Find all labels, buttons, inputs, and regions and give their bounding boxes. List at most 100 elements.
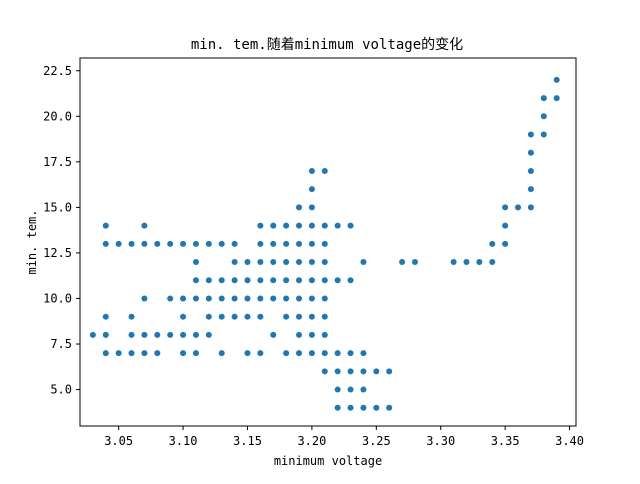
- data-point: [334, 277, 341, 284]
- data-point: [257, 313, 264, 320]
- data-point: [270, 295, 277, 302]
- data-point: [141, 295, 148, 302]
- data-point: [553, 95, 560, 102]
- data-point: [334, 368, 341, 375]
- data-point: [192, 331, 199, 338]
- data-point: [540, 113, 547, 120]
- data-point: [334, 222, 341, 229]
- data-point: [386, 368, 393, 375]
- data-point: [308, 295, 315, 302]
- data-point: [218, 277, 225, 284]
- data-point: [321, 368, 328, 375]
- data-point: [321, 167, 328, 174]
- x-tick-label: 3.25: [362, 434, 391, 448]
- data-point: [321, 240, 328, 247]
- data-point: [283, 277, 290, 284]
- data-point: [527, 131, 534, 138]
- y-tick-label: 5.0: [50, 383, 72, 397]
- data-point: [257, 259, 264, 266]
- data-point: [231, 240, 238, 247]
- data-point: [321, 350, 328, 357]
- x-tick-label: 3.20: [297, 434, 326, 448]
- data-point: [192, 277, 199, 284]
- data-point: [360, 368, 367, 375]
- data-point: [283, 350, 290, 357]
- data-point: [360, 350, 367, 357]
- data-point: [321, 295, 328, 302]
- data-point: [244, 295, 251, 302]
- data-point: [527, 167, 534, 174]
- data-point: [231, 277, 238, 284]
- data-point: [360, 386, 367, 393]
- data-point: [141, 331, 148, 338]
- data-point: [167, 240, 174, 247]
- data-point: [527, 204, 534, 211]
- data-point: [180, 240, 187, 247]
- data-point: [270, 331, 277, 338]
- data-point: [347, 386, 354, 393]
- data-point: [102, 313, 109, 320]
- data-point: [154, 331, 161, 338]
- data-point: [154, 350, 161, 357]
- data-point: [167, 331, 174, 338]
- data-point: [321, 331, 328, 338]
- y-tick-label: 17.5: [43, 155, 72, 169]
- chart-title: min. tem.随着minimum voltage的变化: [191, 37, 463, 53]
- data-point: [115, 240, 122, 247]
- data-point: [231, 295, 238, 302]
- data-point: [244, 259, 251, 266]
- x-tick-label: 3.35: [491, 434, 520, 448]
- data-point: [89, 331, 96, 338]
- data-point: [308, 259, 315, 266]
- data-point: [334, 350, 341, 357]
- data-point: [502, 240, 509, 247]
- data-point: [102, 240, 109, 247]
- data-point: [257, 295, 264, 302]
- x-tick-label: 3.40: [555, 434, 584, 448]
- data-point: [308, 313, 315, 320]
- data-point: [192, 240, 199, 247]
- data-point: [308, 222, 315, 229]
- x-tick-label: 3.15: [233, 434, 262, 448]
- data-point: [257, 240, 264, 247]
- data-point: [476, 259, 483, 266]
- data-point: [360, 259, 367, 266]
- points-layer: [89, 76, 560, 411]
- y-tick-label: 20.0: [43, 109, 72, 123]
- data-point: [502, 204, 509, 211]
- y-tick-label: 22.5: [43, 64, 72, 78]
- data-point: [205, 331, 212, 338]
- data-point: [128, 331, 135, 338]
- data-point: [450, 259, 457, 266]
- data-point: [218, 240, 225, 247]
- data-point: [489, 259, 496, 266]
- data-point: [373, 368, 380, 375]
- data-point: [296, 259, 303, 266]
- y-axis-label: min. tem.: [25, 209, 39, 274]
- data-point: [308, 186, 315, 193]
- data-point: [360, 404, 367, 411]
- data-point: [192, 295, 199, 302]
- data-point: [270, 277, 277, 284]
- data-point: [463, 259, 470, 266]
- data-point: [296, 240, 303, 247]
- data-point: [308, 277, 315, 284]
- data-point: [180, 331, 187, 338]
- data-point: [334, 404, 341, 411]
- data-point: [257, 222, 264, 229]
- data-point: [296, 204, 303, 211]
- data-point: [115, 350, 122, 357]
- y-axis: 5.0 7.5 10.0 12.5 15.0 17.5 20.0 22.5: [43, 64, 80, 397]
- data-point: [386, 404, 393, 411]
- data-point: [231, 313, 238, 320]
- data-point: [296, 331, 303, 338]
- x-axis-label: minimum voltage: [274, 454, 382, 468]
- data-point: [102, 331, 109, 338]
- data-point: [411, 259, 418, 266]
- data-point: [540, 95, 547, 102]
- data-point: [283, 313, 290, 320]
- data-point: [257, 350, 264, 357]
- data-point: [296, 222, 303, 229]
- data-point: [270, 259, 277, 266]
- data-point: [180, 350, 187, 357]
